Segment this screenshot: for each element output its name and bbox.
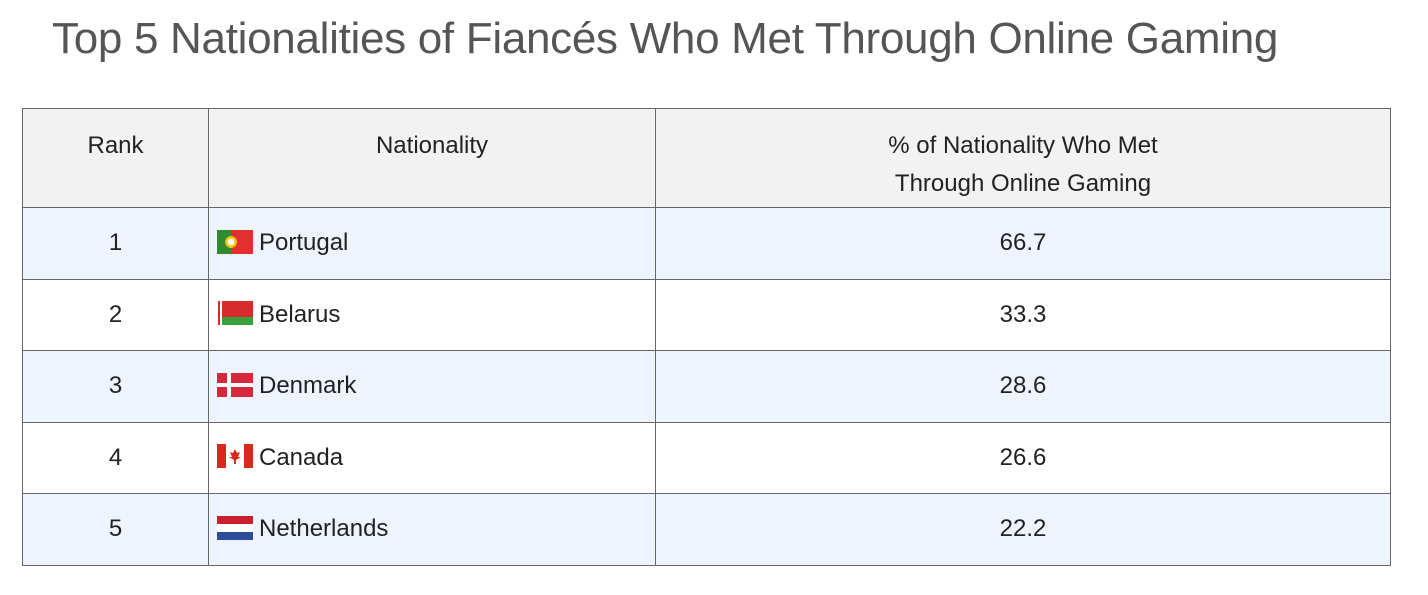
nationality-name: Netherlands xyxy=(259,515,389,543)
column-header: Rank xyxy=(22,108,209,208)
nationality-name: Canada xyxy=(259,443,344,471)
table-row: 5 Netherlands 22.2 xyxy=(22,493,1391,566)
flag-icon xyxy=(217,229,253,254)
flag-icon xyxy=(217,444,253,469)
nationality-cell: Canada xyxy=(208,421,656,494)
percent-cell: 22.2 xyxy=(655,493,1391,566)
nationality-cell: Portugal xyxy=(208,207,656,280)
rank-cell: 1 xyxy=(22,207,209,280)
column-header: Nationality xyxy=(208,108,656,208)
page-title: Top 5 Nationalities of Fiancés Who Met T… xyxy=(52,14,1279,63)
header-row: Rank Nationality % of Nationality Who Me… xyxy=(22,108,1391,208)
percent-cell: 66.7 xyxy=(655,207,1391,280)
percent-cell: 33.3 xyxy=(655,278,1391,351)
flag-icon xyxy=(217,301,253,326)
rank-cell: 4 xyxy=(22,421,209,494)
column-header: % of Nationality Who Met Through Online … xyxy=(655,108,1391,208)
table-row: 2 Belarus 33.3 xyxy=(22,278,1391,351)
rank-cell: 3 xyxy=(22,350,209,423)
column-header-text: % of Nationality Who Met Through Online … xyxy=(888,132,1158,197)
data-table: Rank Nationality % of Nationality Who Me… xyxy=(22,108,1391,566)
nationality-cell: Denmark xyxy=(208,350,656,423)
nationality-name: Belarus xyxy=(259,300,341,328)
flag-icon xyxy=(217,372,253,397)
table-row: 1 Portugal 66.7 xyxy=(22,207,1391,280)
table-row: 4 Canada 26.6 xyxy=(22,421,1391,494)
percent-cell: 28.6 xyxy=(655,350,1391,423)
flag-icon xyxy=(217,515,253,540)
rank-cell: 2 xyxy=(22,278,209,351)
percent-cell: 26.6 xyxy=(655,421,1391,494)
table-row: 3 Denmark 28.6 xyxy=(22,350,1391,423)
nationality-name: Portugal xyxy=(259,229,349,257)
nationality-cell: Belarus xyxy=(208,278,656,351)
rank-cell: 5 xyxy=(22,493,209,566)
nationality-name: Denmark xyxy=(259,372,357,400)
nationality-cell: Netherlands xyxy=(208,493,656,566)
